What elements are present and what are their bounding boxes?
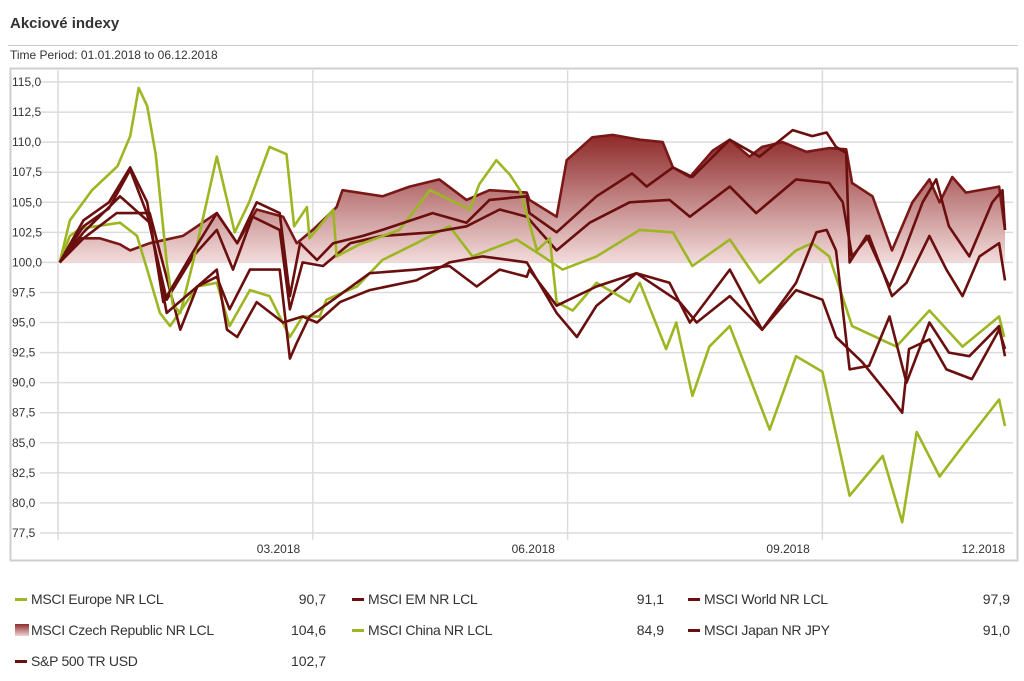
legend: MSCI Europe NR LCL 90,7 MSCI EM NR LCL 91,1… bbox=[0, 586, 1024, 676]
legend-item[interactable]: MSCI Japan NR JPY 91,0 bbox=[688, 620, 1010, 640]
title-divider bbox=[8, 45, 1018, 46]
chart-title: Akciové indexy bbox=[10, 15, 120, 32]
y-tick-label: 115,0 bbox=[12, 75, 41, 89]
legend-swatch-icon bbox=[688, 598, 700, 601]
series-area-msci-czech-republic-nr-lcl bbox=[59, 134, 1005, 263]
legend-item[interactable]: MSCI Czech Republic NR LCL 104,6 bbox=[15, 620, 326, 640]
line-chart: 115,0 112,5 110,0 107,5 105,0 102,5 100,0 97,5 9… bbox=[9, 67, 1019, 562]
legend-swatch-icon bbox=[352, 629, 364, 632]
legend-item[interactable]: MSCI Europe NR LCL 90,7 bbox=[15, 589, 326, 609]
series-line-msci-europe-nr-lcl bbox=[58, 221, 1006, 348]
x-tick-label: 06.2018 bbox=[512, 542, 556, 556]
x-tick-label: 03.2018 bbox=[257, 542, 301, 556]
legend-label: MSCI Czech Republic NR LCL bbox=[31, 622, 214, 638]
legend-swatch-icon bbox=[352, 598, 364, 601]
y-tick-label: 80,0 bbox=[12, 496, 36, 510]
legend-value: 102,7 bbox=[290, 653, 326, 669]
series-line-msci-world-nr-lcl bbox=[58, 168, 1007, 311]
legend-value: 97,9 bbox=[982, 591, 1010, 607]
y-tick-label: 107,5 bbox=[12, 165, 42, 179]
y-tick-label: 82,5 bbox=[12, 466, 36, 480]
series-line-msci-japan-nr-jpy bbox=[58, 195, 1007, 384]
y-tick-label: 102,5 bbox=[12, 225, 42, 239]
legend-label: S&P 500 TR USD bbox=[31, 653, 138, 669]
y-tick-label: 95,0 bbox=[12, 316, 36, 330]
series-group bbox=[58, 86, 1007, 524]
legend-value: 91,1 bbox=[636, 591, 664, 607]
y-tick-label: 105,0 bbox=[12, 195, 42, 209]
legend-swatch-icon bbox=[15, 660, 27, 663]
y-tick-label: 85,0 bbox=[12, 436, 36, 450]
legend-swatch-icon bbox=[688, 629, 700, 632]
legend-swatch-icon bbox=[15, 624, 29, 636]
y-tick-label: 92,5 bbox=[12, 346, 36, 360]
legend-label: MSCI World NR LCL bbox=[704, 591, 828, 607]
y-tick-label: 112,5 bbox=[12, 105, 41, 119]
x-tick-label: 12.2018 bbox=[962, 542, 1006, 556]
legend-value: 84,9 bbox=[636, 622, 664, 638]
legend-label: MSCI Japan NR JPY bbox=[704, 622, 830, 638]
y-tick-label: 87,5 bbox=[12, 406, 36, 420]
legend-value: 91,0 bbox=[982, 622, 1010, 638]
series-line-s-p-500-tr-usd bbox=[58, 128, 1007, 304]
y-tick-label: 100,0 bbox=[12, 255, 42, 269]
y-tick-label: 77,5 bbox=[12, 526, 36, 540]
x-axis-ticks: 03.2018 06.2018 09.2018 12.2018 bbox=[257, 542, 1006, 556]
y-axis-ticks: 115,0 112,5 110,0 107,5 105,0 102,5 100,0 97,5 9… bbox=[12, 75, 42, 540]
legend-item[interactable]: MSCI World NR LCL 97,9 bbox=[688, 589, 1010, 609]
series-line-msci-em-nr-lcl bbox=[58, 211, 1007, 414]
y-tick-label: 110,0 bbox=[12, 135, 41, 149]
legend-label: MSCI Europe NR LCL bbox=[31, 591, 164, 607]
legend-label: MSCI China NR LCL bbox=[368, 622, 493, 638]
legend-item[interactable]: S&P 500 TR USD 102,7 bbox=[15, 651, 326, 671]
chart-frame bbox=[9, 67, 1019, 562]
y-tick-label: 90,0 bbox=[12, 376, 36, 390]
legend-value: 90,7 bbox=[298, 591, 326, 607]
time-period-label: Time Period: 01.01.2018 to 06.12.2018 bbox=[10, 48, 218, 62]
x-tick-label: 09.2018 bbox=[766, 542, 810, 556]
legend-item[interactable]: MSCI EM NR LCL 91,1 bbox=[352, 589, 664, 609]
legend-label: MSCI EM NR LCL bbox=[368, 591, 478, 607]
legend-item[interactable]: MSCI China NR LCL 84,9 bbox=[352, 620, 664, 640]
series-line-msci-china-nr-lcl bbox=[58, 86, 1007, 524]
legend-value: 104,6 bbox=[290, 622, 326, 638]
y-tick-label: 97,5 bbox=[12, 285, 36, 299]
legend-swatch-icon bbox=[15, 598, 27, 601]
